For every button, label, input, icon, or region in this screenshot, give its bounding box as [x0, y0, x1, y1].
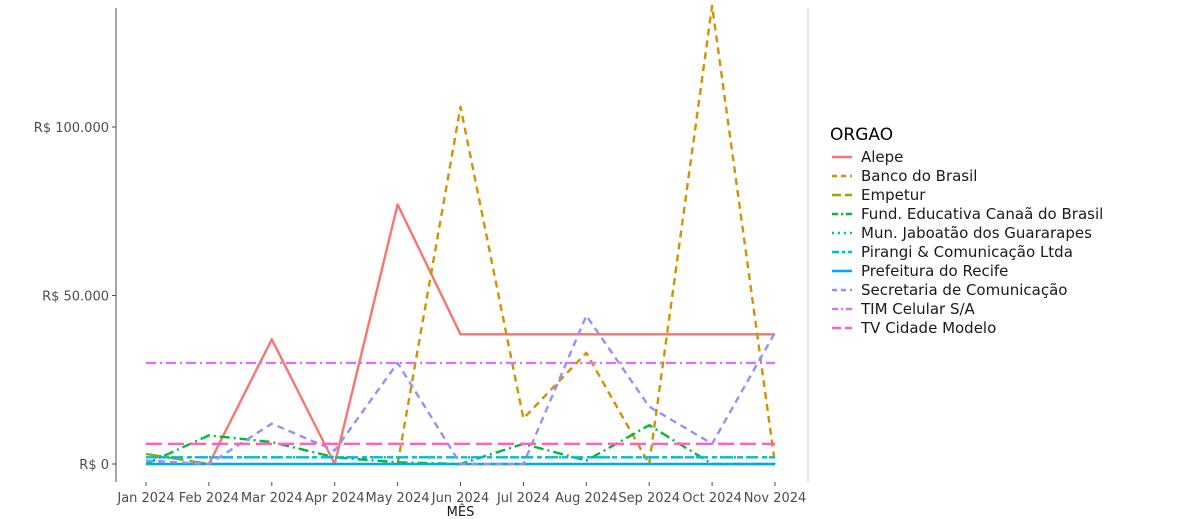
x-tick-label: Jun 2024	[431, 491, 490, 506]
axes	[115, 8, 809, 482]
x-tick-label: Feb 2024	[179, 491, 239, 506]
legend-label: Mun. Jaboatão dos Guararapes	[861, 224, 1092, 242]
legend-label: Alepe	[861, 148, 903, 166]
legend-label: Secretaria de Comunicação	[861, 281, 1067, 299]
legend-label: TV Cidade Modelo	[860, 319, 996, 337]
series-line-1	[207, 203, 775, 466]
y-tick-label: R$ 50.000	[42, 290, 109, 305]
x-tick-label: Nov 2024	[744, 491, 807, 506]
x-tick-label: May 2024	[366, 491, 430, 506]
x-tick-label: Sep 2024	[618, 491, 680, 506]
legend-label: Fund. Educativa Canaã do Brasil	[861, 205, 1103, 223]
x-tick-label: Mar 2024	[241, 491, 303, 506]
series-line-2	[396, 4, 777, 466]
legend-title: ORGAO	[830, 125, 893, 145]
y-tick-label: R$ 0	[79, 458, 109, 473]
x-tick-label: Oct 2024	[682, 491, 742, 506]
legend-label: Pirangi & Comunicação Ltda	[861, 243, 1073, 261]
legend-label: TIM Celular S/A	[860, 300, 976, 318]
x-tick-label: Apr 2024	[305, 491, 365, 506]
x-tick-label: Aug 2024	[555, 491, 618, 506]
y-ticks: R$ 0 R$ 50.000 R$ 100.000	[34, 121, 116, 473]
x-ticks: Jan 2024 Feb 2024 Mar 2024 Apr 2024 May 2024…	[116, 482, 806, 506]
series-layer	[145, 4, 777, 466]
x-tick-label: Jan 2024	[116, 491, 174, 506]
legend-label: Empetur	[861, 186, 926, 204]
x-axis-title: MÊS	[447, 504, 475, 519]
x-tick-label: Jul 2024	[496, 491, 550, 506]
y-tick-label: R$ 100.000	[34, 121, 109, 136]
legend-label: Prefeitura do Recife	[861, 262, 1008, 280]
series-line-8	[145, 314, 777, 466]
legend-label: Banco do Brasil	[861, 167, 977, 185]
